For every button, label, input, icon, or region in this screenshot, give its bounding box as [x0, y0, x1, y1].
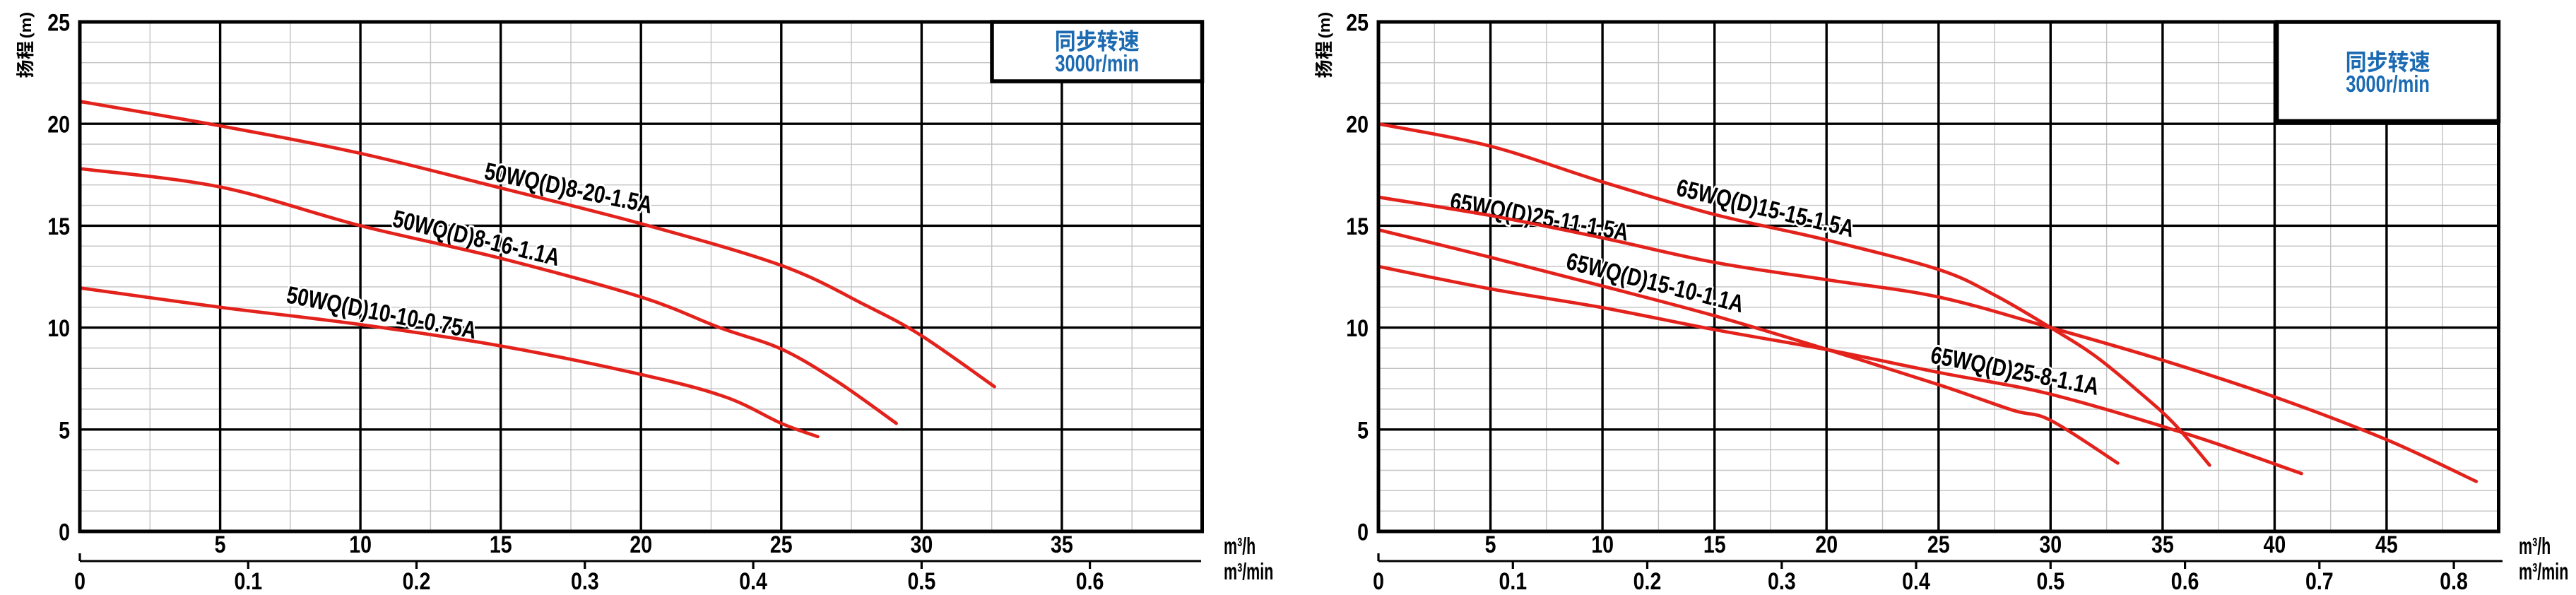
- svg-text:0.8: 0.8: [2440, 568, 2468, 591]
- svg-text:0.4: 0.4: [739, 568, 767, 591]
- svg-text:0.6: 0.6: [1076, 568, 1104, 591]
- svg-text:0: 0: [74, 568, 85, 591]
- svg-text:40: 40: [2264, 531, 2286, 558]
- svg-text:25: 25: [1927, 531, 1950, 558]
- svg-text:45: 45: [2375, 531, 2398, 558]
- svg-text:5: 5: [59, 417, 70, 444]
- svg-text:30: 30: [911, 531, 933, 558]
- svg-text:0.1: 0.1: [234, 568, 262, 591]
- svg-text:0: 0: [59, 519, 70, 546]
- svg-text:m³/min: m³/min: [2519, 558, 2568, 584]
- svg-text:0.2: 0.2: [1633, 568, 1662, 591]
- svg-text:5: 5: [1485, 531, 1496, 558]
- svg-text:0.1: 0.1: [1499, 568, 1527, 591]
- svg-text:0.7: 0.7: [2305, 568, 2334, 591]
- svg-text:15: 15: [490, 531, 512, 558]
- svg-text:30: 30: [2039, 531, 2062, 558]
- svg-text:0.6: 0.6: [2171, 568, 2199, 591]
- svg-text:0.3: 0.3: [1768, 568, 1796, 591]
- svg-text:0.5: 0.5: [2036, 568, 2064, 591]
- svg-text:5: 5: [1357, 417, 1369, 444]
- svg-text:0: 0: [1357, 519, 1369, 546]
- svg-text:0: 0: [1373, 568, 1384, 591]
- svg-text:35: 35: [2151, 531, 2174, 558]
- svg-text:20: 20: [1346, 111, 1369, 138]
- svg-text:25: 25: [770, 531, 793, 558]
- svg-text:25: 25: [1346, 9, 1369, 36]
- svg-text:20: 20: [47, 111, 70, 138]
- svg-text:3000r/min: 3000r/min: [2346, 71, 2430, 98]
- svg-text:0.3: 0.3: [571, 568, 599, 591]
- svg-text:10: 10: [1591, 531, 1614, 558]
- svg-text:35: 35: [1051, 531, 1073, 558]
- svg-text:3000r/min: 3000r/min: [1055, 51, 1139, 77]
- svg-text:0.2: 0.2: [403, 568, 431, 591]
- svg-text:20: 20: [630, 531, 652, 558]
- svg-text:15: 15: [47, 213, 70, 240]
- svg-text:m³/min: m³/min: [1224, 558, 1273, 584]
- svg-text:20: 20: [1815, 531, 1838, 558]
- svg-text:5: 5: [215, 531, 226, 558]
- svg-text:15: 15: [1703, 531, 1726, 558]
- svg-text:m³/h: m³/h: [1224, 533, 1255, 559]
- svg-text:15: 15: [1346, 213, 1369, 240]
- svg-text:25: 25: [47, 9, 70, 36]
- svg-text:m³/h: m³/h: [2519, 533, 2551, 559]
- svg-text:10: 10: [349, 531, 372, 558]
- svg-text:(m): (m): [1316, 12, 1333, 39]
- svg-text:10: 10: [1346, 315, 1369, 342]
- svg-text:10: 10: [47, 315, 70, 342]
- svg-text:0.5: 0.5: [908, 568, 936, 591]
- svg-text:0.4: 0.4: [1902, 568, 1930, 591]
- svg-text:(m): (m): [17, 12, 35, 39]
